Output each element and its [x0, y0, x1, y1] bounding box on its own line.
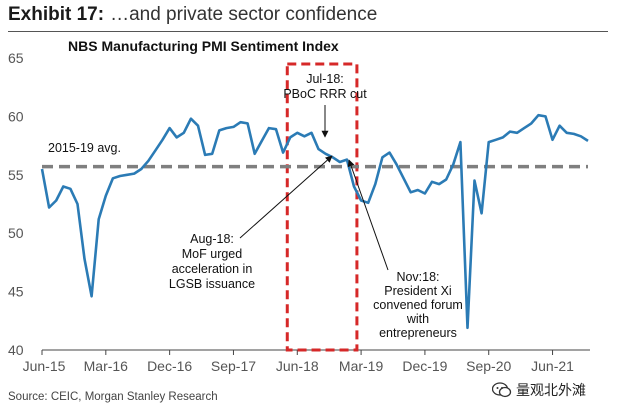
annotation-aug18-line2: MoF urged — [182, 247, 242, 261]
chart-title: NBS Manufacturing PMI Sentiment Index — [68, 38, 339, 54]
x-tick-label: Mar-16 — [84, 358, 129, 374]
annotation-aug18-line3: acceleration in — [172, 262, 253, 276]
x-tick-label: Jun-15 — [23, 358, 66, 374]
y-tick-label: 50 — [8, 225, 24, 241]
annotation-nov18-line5: entrepreneurs — [379, 326, 457, 340]
x-tick-label: Sep-17 — [211, 358, 256, 374]
annotation-nov18-line2: President Xi — [384, 284, 451, 298]
x-tick-label: Mar-19 — [339, 358, 384, 374]
source-note: Source: CEIC, Morgan Stanley Research — [8, 391, 218, 403]
avg-label: 2015-19 avg. — [48, 141, 121, 155]
x-tick-label: Sep-20 — [466, 358, 511, 374]
annotation-nov18-line4: with — [406, 312, 429, 326]
y-tick-label: 40 — [8, 342, 24, 358]
annotation-nov18-arrow — [347, 159, 389, 271]
exhibit-header: Exhibit 17: …and private sector confidenc… — [8, 4, 377, 26]
highlight-box — [285, 62, 359, 352]
x-tick-label: Dec-19 — [402, 358, 447, 374]
y-tick-label: 65 — [8, 50, 24, 66]
wechat-icon — [491, 382, 512, 401]
annotation-nov18-line3: convened forum — [373, 298, 463, 312]
watermark-text: 量观北外滩 — [516, 382, 586, 398]
annotation-aug18-line1: Aug-18: — [190, 232, 234, 246]
exhibit-title: …and private sector confidence — [110, 4, 378, 25]
annotation-jul18: Jul-18: PBoC RRR cut — [283, 72, 367, 138]
x-axis: Jun-15 Mar-16 Dec-16 Sep-17 Jun-18 Mar-19 Dec-… — [23, 350, 574, 374]
annotation-aug18-line4: LGSB issuance — [169, 277, 255, 291]
annotation-jul18-line1: Jul-18: — [306, 72, 344, 86]
exhibit-label: Exhibit 17: — [8, 4, 105, 25]
annotation-nov18-line1: Nov:18: — [396, 270, 439, 284]
annotation-aug18-arrow — [239, 155, 333, 239]
y-tick-label: 60 — [8, 108, 24, 124]
x-tick-label: Jun-21 — [531, 358, 574, 374]
watermark: 量观北外滩 — [491, 380, 586, 401]
x-tick-label: Jun-18 — [276, 358, 319, 374]
x-tick-label: Dec-16 — [147, 358, 192, 374]
header-divider — [8, 31, 608, 32]
y-tick-label: 55 — [8, 167, 24, 183]
y-axis: 40 45 50 55 60 65 — [8, 50, 24, 358]
series-line — [40, 113, 589, 330]
annotation-nov18: Nov:18: President Xi convened forum with… — [347, 159, 463, 340]
y-tick-label: 45 — [8, 284, 24, 300]
annotation-jul18-line2: PBoC RRR cut — [283, 87, 367, 101]
annotation-aug18: Aug-18: MoF urged acceleration in LGSB i… — [169, 155, 333, 291]
